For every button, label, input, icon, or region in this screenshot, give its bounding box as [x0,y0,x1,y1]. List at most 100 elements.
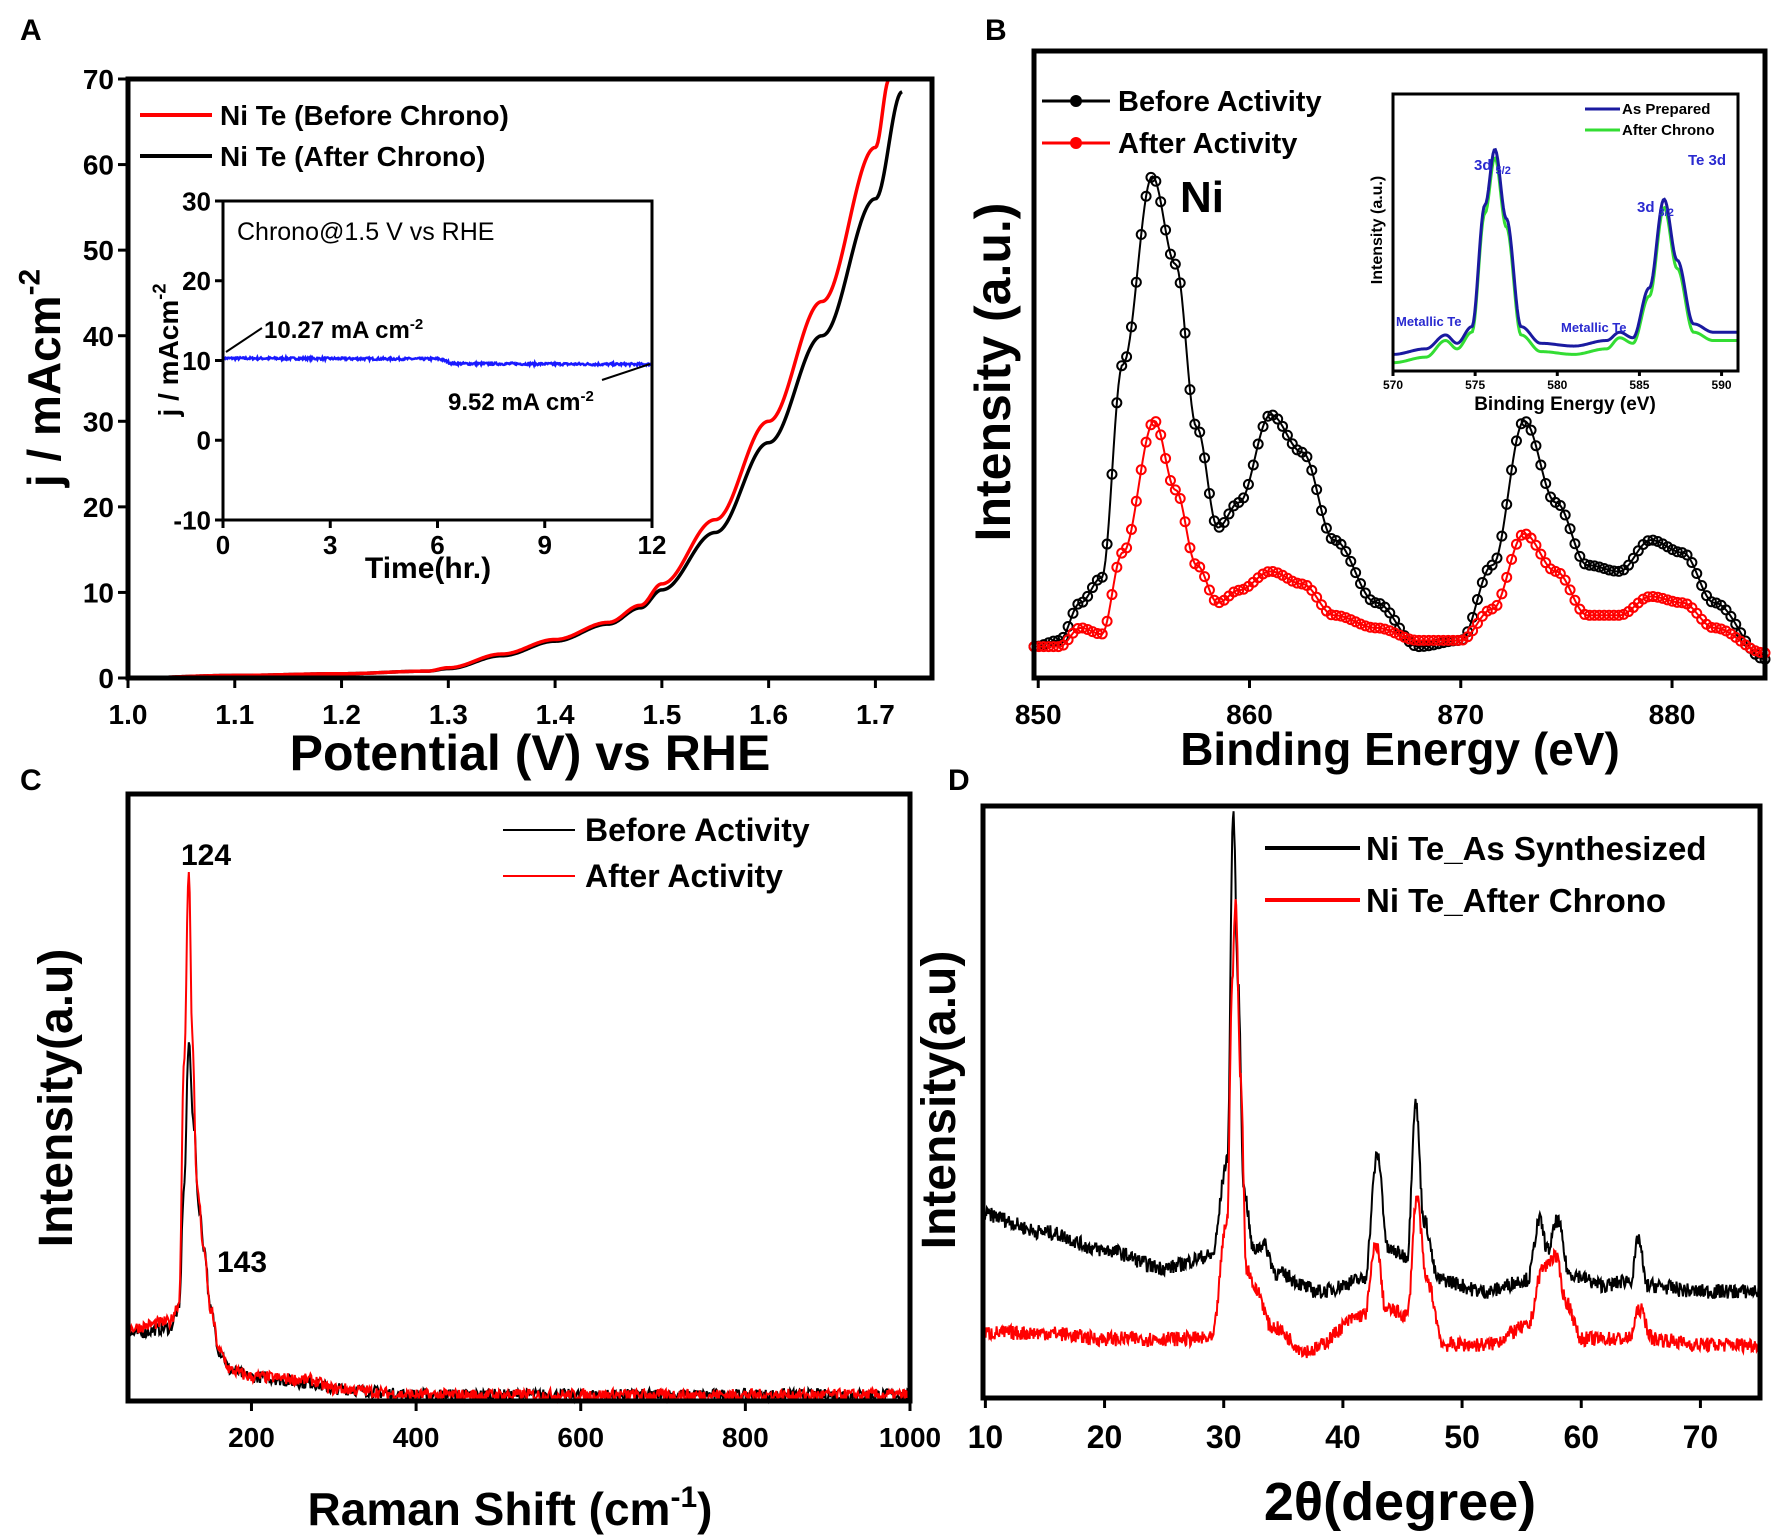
xps-ni-curve-marker [1510,538,1522,550]
arrow-icon [225,327,263,353]
xps-ni-curve-marker [1515,418,1527,430]
xps-ni-curve-marker [1169,484,1181,496]
a-xtick-label: 1.2 [322,699,361,730]
xps-ni-curve-marker [1593,561,1605,573]
xps-ni-curve-marker [1189,418,1201,430]
xps-ni-curve-marker [1705,596,1717,608]
a-inset-title: Chrono@1.5 V vs RHE [237,218,494,246]
a-xtick-label: 1.7 [856,699,895,730]
b-xtick-label: 870 [1437,699,1484,730]
a-inset-xtick-label: 12 [638,530,667,560]
c-legend-label: After Activity [585,858,783,894]
xps-ni-curve-marker [1359,620,1371,632]
xps-ni-curve-marker [1116,360,1128,372]
a-inset-ylabel: j / mAcm-2 [149,284,184,418]
a-xtick-label: 1.1 [215,699,254,730]
sup: -2 [581,388,594,405]
xps-ni-curve-marker [1184,542,1196,554]
b-inset-xlabel: Binding Energy (eV) [1474,394,1656,415]
xps-ni-curve-marker [1525,424,1537,436]
xps-ni-curve-marker [1320,522,1332,534]
d-ylabel-text: Intensity(a.u) [913,951,966,1250]
xps-ni-curve-marker [1067,607,1079,619]
b-inset-ylabel-text: Intensity (a.u.) [1369,176,1386,284]
xps-ni-curve-marker [1228,586,1240,598]
d-xtick-label: 20 [1087,1419,1123,1455]
xps-ni-curve-marker [1160,452,1172,464]
a-ytick-label: 10 [83,578,114,609]
xps-ni-curve-marker [1203,487,1215,499]
b-inset-bg [1393,94,1738,371]
b-inset-xtick-label: 580 [1547,378,1567,392]
c-xtick-label: 200 [228,1422,275,1453]
xps-ni-curve-marker [1130,495,1142,507]
xps-ni-curve-marker [1179,516,1191,528]
a-ytick-label: 20 [83,492,114,523]
peak-text: 3d [1474,157,1492,174]
a-inset-ytick-label: 30 [182,186,211,216]
xps-ni-curve-marker [1106,589,1118,601]
a-xtick-label: 1.5 [642,699,681,730]
xps-ni-curve-marker [1613,565,1625,577]
xps-ni-curve-marker [1125,523,1137,535]
b-inset-axes [1391,92,1740,373]
a-inset-xtick-label: 9 [538,530,552,560]
panel-label: B [985,14,1007,47]
xps-ni-curve-marker [1316,505,1328,517]
xps-ni-curve-marker [1335,538,1347,550]
c-peak-label: 143 [217,1246,267,1279]
xps-ni-curve-marker [1106,468,1118,480]
xps-te-curve [1392,147,1738,356]
xps-ni-curve-marker [1647,591,1659,603]
c-xlabel: Raman Shift (cm-1) [308,1481,713,1535]
xps-ni-curve-marker [1652,591,1664,603]
xps-ni-curve [1033,175,1766,661]
a-inset-ytick-label: -10 [173,505,211,535]
xps-ni-curve-marker [1340,546,1352,558]
xps-ni-curve-marker [1710,622,1722,634]
xps-ni-curve-marker [1389,614,1401,626]
c-ylabel-text: Intensity(a.u) [30,949,83,1248]
d-xlabel: 2θ(degree) [1264,1472,1536,1532]
c-ylabel: Intensity(a.u) [30,949,83,1248]
xps-ni-curve-marker [1350,567,1362,579]
xps-ni-curve-marker [1101,538,1113,550]
a-ytick-label: 30 [83,406,114,437]
c-xtick-label: 400 [393,1422,440,1453]
xps-ni-curve-marker [1150,416,1162,428]
xps-ni-curve-marker [1296,578,1308,590]
lsv-curve [127,77,891,680]
xps-ni-curve-marker [1515,529,1527,541]
panel-label: D [948,764,970,797]
panel-d-axes [980,803,1763,1401]
a-ylabel: j / mAcm-2 [13,269,70,488]
b-xtick-label: 860 [1226,699,1273,730]
xps-ni-curve-marker [1077,622,1089,634]
xps-ni-curve-marker [1174,493,1186,505]
a-inset-ylabel-sup: -2 [149,284,169,300]
xps-ni-curve-marker [1486,559,1498,571]
b-inset-peak-label: 3d 3/2 [1637,199,1674,219]
xps-ni-curve-marker [1564,584,1576,596]
a-xtick-label: 1.0 [109,699,148,730]
xps-ni-curve-marker [1374,622,1386,634]
xps-ni-curve-marker [1272,413,1284,425]
sup: -1 [670,1481,697,1514]
xps-ni-curve-marker [1569,594,1581,606]
xps-ni-curve-marker [1355,618,1367,630]
xps-ni-curve-marker [1564,523,1576,535]
d-xtick-label: 60 [1563,1419,1599,1455]
b-legend-label: Before Activity [1118,86,1322,118]
xps-ni-curve-marker [1647,534,1659,546]
xps-ni-curve-marker [1155,196,1167,208]
a-inset-ylabel-text: j / mAcm [153,300,184,418]
a-inset-xtick-label: 6 [430,530,444,560]
xps-ni-curve-marker [1262,410,1274,422]
xps-ni-curve-marker [1121,542,1133,554]
xps-ni-curve-marker [1501,571,1513,583]
xps-ni-curve-marker [1471,594,1483,606]
a-inset-xlabel: Time(hr.) [365,552,491,585]
xps-ni-curve-marker [1194,561,1206,573]
xps-ni-curve-marker [1111,561,1123,573]
